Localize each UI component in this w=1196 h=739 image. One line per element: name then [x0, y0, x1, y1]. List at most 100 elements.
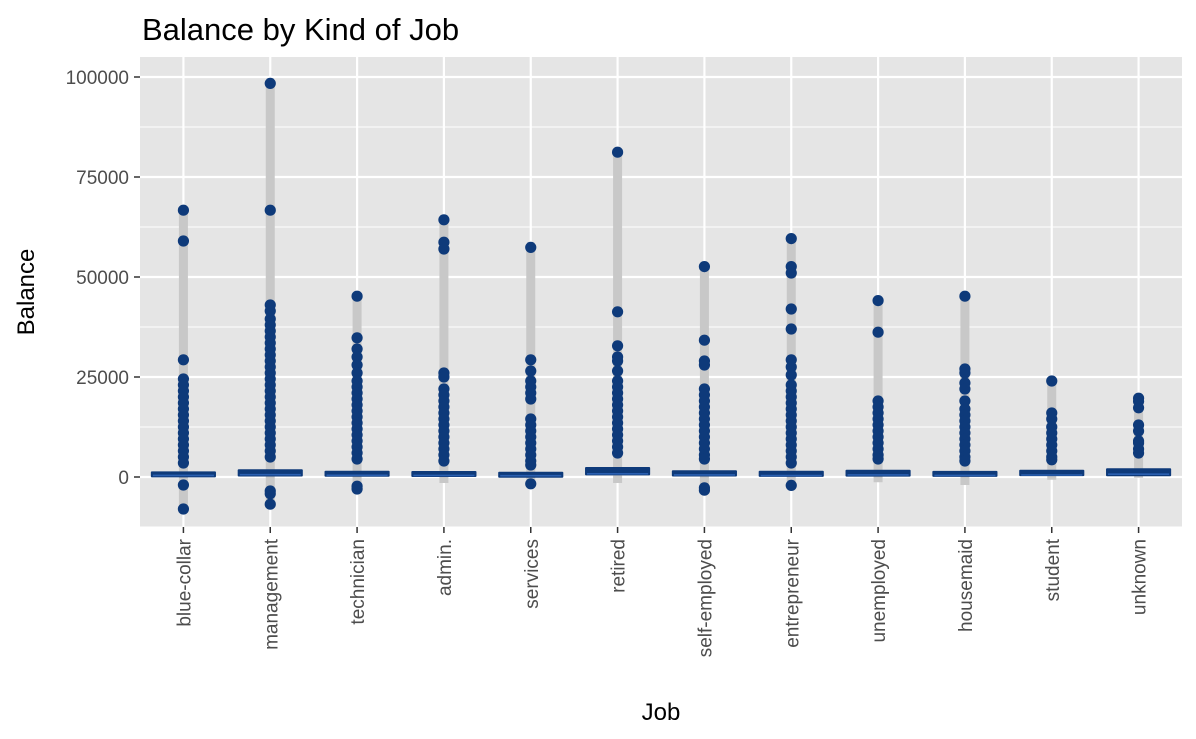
box-management [237, 77, 303, 510]
x-tick-label: unemployed [869, 539, 890, 643]
box-services [498, 241, 564, 490]
outlier-point [351, 351, 363, 363]
outlier-point [872, 295, 884, 307]
box-self-employed [671, 261, 737, 496]
outlier-point [177, 235, 190, 247]
x-tick-label: management [261, 538, 282, 650]
outlier-point [525, 241, 537, 253]
outlier-point [438, 455, 450, 467]
y-tick-label: 0 [118, 468, 129, 489]
outlier-point [785, 479, 797, 491]
plot-panel [140, 57, 1182, 527]
box-housemaid [932, 290, 998, 485]
outlier-point [959, 367, 971, 379]
box [498, 471, 564, 478]
x-tick-label: entrepreneur [782, 538, 803, 647]
outlier-point [525, 478, 537, 490]
outlier-point [177, 479, 190, 491]
outlier-point [785, 323, 797, 335]
outlier-point [1046, 375, 1058, 387]
box-unemployed [845, 295, 911, 483]
box-marks [150, 77, 1172, 515]
outlier-point [438, 371, 450, 383]
outlier-point [872, 326, 884, 338]
y-tick-label: 100000 [66, 68, 129, 89]
x-tick-label: self-employed [695, 539, 716, 657]
outlier-point [611, 365, 624, 377]
outlier-point [351, 367, 363, 379]
x-tick-label: retired [609, 539, 630, 593]
x-tick-label: services [522, 539, 543, 609]
outlier-point [351, 290, 363, 302]
outlier-point [177, 354, 190, 366]
outlier-point [785, 267, 797, 279]
x-tick-label: housemaid [956, 539, 977, 632]
outlier-point [264, 488, 276, 500]
outlier-point [611, 340, 624, 352]
outlier-point [611, 447, 624, 459]
outlier-point [1046, 413, 1058, 425]
outlier-point [611, 306, 624, 318]
y-axis-title: Balance [13, 249, 40, 336]
outlier-point [698, 484, 711, 496]
box-technician [324, 290, 390, 495]
outlier-point [698, 261, 711, 273]
outlier-point [351, 453, 363, 465]
outlier-point [698, 453, 711, 465]
outlier-point [785, 369, 797, 381]
outlier-point [698, 334, 711, 346]
outlier-point [264, 77, 276, 89]
y-tick-label: 50000 [76, 268, 129, 289]
outlier-point [525, 354, 537, 366]
outlier-point [785, 303, 797, 315]
outlier-point [1132, 402, 1145, 414]
outlier-point [525, 365, 537, 377]
outlier-point [1132, 425, 1145, 437]
box-admin. [411, 214, 477, 483]
outlier-point [351, 359, 363, 371]
outlier-point [351, 343, 363, 355]
outlier-point [525, 393, 537, 405]
box-retired [585, 146, 651, 483]
outlier-point [438, 214, 450, 226]
x-axis: blue-collar management technician admin. ser… [174, 527, 1151, 657]
y-tick-label: 25000 [76, 368, 129, 389]
outlier-point [959, 290, 971, 302]
outlier-point [959, 455, 971, 467]
outlier-point [264, 204, 276, 216]
x-tick-label: unknown [1130, 539, 1151, 615]
box-student [1019, 375, 1085, 480]
box [150, 471, 216, 478]
outlier-point [785, 233, 797, 245]
outlier-point [959, 395, 971, 407]
outlier-point [351, 483, 363, 495]
outlier-point [264, 305, 276, 317]
y-axis: 0 25000 50000 75000 100000 [66, 68, 140, 489]
x-tick-label: student [1043, 538, 1064, 601]
chart-title: Balance by Kind of Job [142, 12, 459, 47]
outlier-point [177, 503, 190, 515]
outlier-point [785, 361, 797, 373]
x-tick-label: admin. [435, 539, 456, 596]
outlier-point [1132, 447, 1145, 459]
outlier-point [611, 355, 624, 367]
outlier-point [959, 383, 971, 395]
outlier-point [1046, 454, 1058, 466]
outlier-point [785, 457, 797, 469]
box-unknown [1106, 392, 1172, 478]
outlier-point [351, 332, 363, 344]
outlier-point [264, 451, 276, 463]
outlier-point [525, 459, 537, 471]
box-entrepreneur [758, 233, 824, 491]
outlier-point [611, 146, 624, 158]
outlier-point [438, 243, 450, 255]
x-tick-label: blue-collar [174, 538, 195, 626]
x-tick-label: technician [348, 539, 369, 625]
y-tick-label: 75000 [76, 168, 129, 189]
box-blue-collar [150, 204, 216, 515]
outlier-point [872, 453, 884, 465]
outlier-point [264, 498, 276, 510]
outlier-point [698, 359, 711, 371]
x-axis-title: Job [642, 699, 681, 726]
